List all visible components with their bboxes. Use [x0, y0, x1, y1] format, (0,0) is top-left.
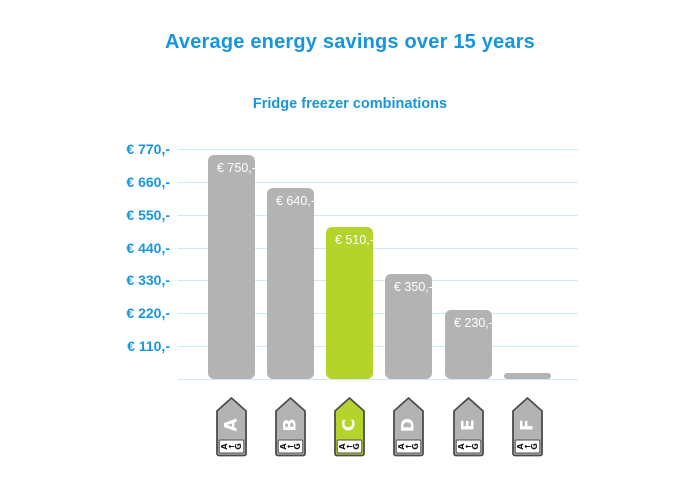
energy-rating-icons-row: A A ← G B A ← G C A ← G D A ← G	[178, 396, 578, 460]
y-axis-label: € 660,-	[126, 173, 170, 190]
bar-value-label: € 510,-	[335, 233, 374, 247]
energy-rating-b-icon: B A ← G	[275, 397, 306, 457]
bar-e: € 230,-	[445, 310, 493, 379]
bar-value-label: € 230,-	[454, 316, 493, 330]
scale-from-letter: A	[516, 443, 525, 450]
bar-b: € 640,-	[267, 188, 315, 379]
gridline	[178, 313, 578, 315]
scale-from-letter: A	[338, 443, 347, 450]
bar-c: € 510,-	[326, 227, 374, 379]
energy-letter: A	[222, 418, 242, 432]
scale-from-letter: A	[397, 443, 406, 450]
left-arrow-icon: ←	[465, 442, 472, 451]
energy-letter: C	[340, 419, 360, 431]
chart-title: Average energy savings over 15 years	[164, 31, 535, 53]
energy-letter: E	[459, 419, 479, 431]
gridline	[178, 181, 578, 183]
left-arrow-icon: ←	[228, 442, 235, 451]
energy-letter: D	[399, 418, 419, 432]
left-arrow-icon: ←	[287, 442, 294, 451]
energy-rating-d-icon: D A ← G	[393, 397, 424, 457]
bar-f	[504, 373, 551, 379]
energy-rating-e-icon: E A ← G	[453, 397, 484, 457]
bar-value-label: € 350,-	[394, 280, 433, 294]
y-axis-label: € 770,-	[126, 141, 170, 157]
baseline-gridline	[178, 379, 578, 380]
energy-rating-c-icon: C A ← G	[334, 397, 365, 457]
bar-value-label: € 640,-	[276, 194, 315, 208]
y-axis-label: € 330,-	[126, 272, 170, 289]
gridline	[178, 247, 578, 249]
scale-to-letter: G	[471, 443, 480, 450]
gridline	[178, 149, 578, 150]
scale-from-letter: A	[457, 443, 466, 450]
bar-a: € 750,-	[208, 155, 256, 379]
gridline	[178, 280, 578, 282]
scale-from-letter: A	[279, 443, 288, 450]
y-axis-label: € 550,-	[126, 206, 170, 223]
bar-d: € 350,-	[385, 274, 433, 379]
y-axis-label: € 220,-	[126, 305, 170, 322]
left-arrow-icon: ←	[346, 442, 353, 451]
chart-subtitle: Fridge freezer combinations	[252, 96, 448, 112]
scale-to-letter: G	[411, 443, 420, 450]
scale-to-letter: G	[293, 443, 302, 450]
left-arrow-icon: ←	[524, 442, 531, 451]
y-axis-label: € 110,-	[127, 338, 170, 355]
energy-rating-a-icon: A A ← G	[216, 397, 247, 457]
gridline	[178, 346, 578, 348]
energy-letter: B	[281, 419, 301, 432]
plot-area: € 750,- € 640,- € 510,- € 350,- € 230,-	[178, 149, 578, 380]
energy-rating-f-icon: F A ← G	[512, 397, 543, 457]
scale-from-letter: A	[220, 443, 229, 450]
bar-value-label: € 750,-	[217, 161, 256, 175]
left-arrow-icon: ←	[405, 442, 412, 451]
energy-letter: F	[518, 419, 538, 431]
scale-to-letter: G	[352, 443, 361, 450]
scale-to-letter: G	[234, 443, 243, 450]
gridline	[178, 214, 578, 216]
y-axis-label: € 440,-	[126, 239, 170, 256]
y-axis: € 770,- € 660,- € 550,- € 440,- € 330,- …	[0, 141, 170, 380]
scale-to-letter: G	[530, 443, 539, 450]
